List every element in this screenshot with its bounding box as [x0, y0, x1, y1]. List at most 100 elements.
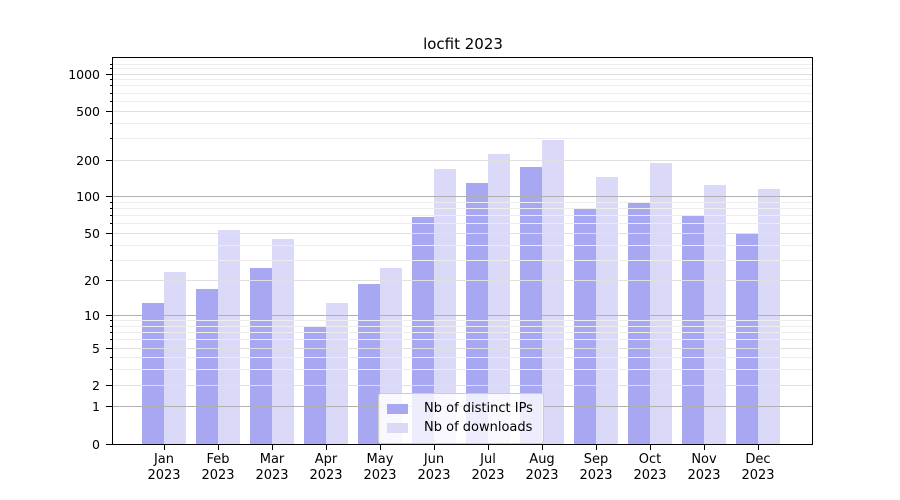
x-tick-label-year: 2023 — [255, 468, 289, 483]
legend-swatch-downloads — [387, 422, 408, 433]
x-tick-label-month: Jul — [480, 452, 496, 467]
y-minor-tick-600 — [110, 100, 113, 102]
y-tick-10 — [106, 315, 113, 317]
x-tick-label-year: 2023 — [363, 468, 397, 483]
x-tick-label-year: 2023 — [309, 468, 343, 483]
bar-distinct-ips-aug — [520, 167, 542, 444]
y-minor-tick-1100 — [110, 68, 113, 70]
gridline-1000 — [113, 73, 812, 75]
y-minor-tick-6 — [110, 339, 113, 341]
x-tick-label-mar: Mar 2023 — [240, 452, 304, 484]
x-tick-label-month: Nov — [691, 452, 717, 467]
y-tick-500 — [106, 110, 113, 112]
bar-downloads-apr — [326, 302, 348, 444]
y-minor-tick-9 — [110, 320, 113, 322]
y-tick-label-2: 2 — [92, 377, 100, 393]
y-tick-label-50: 50 — [84, 225, 100, 241]
x-tick-nov — [703, 445, 705, 450]
y-tick-label-20: 20 — [84, 273, 100, 289]
bar-distinct-ips-oct — [628, 203, 650, 444]
y-tick-50 — [106, 232, 113, 234]
bar-downloads-sep — [596, 177, 618, 444]
x-tick-label-may: May 2023 — [348, 452, 412, 484]
gridline-500 — [113, 110, 812, 112]
gridline-40 — [113, 244, 812, 246]
bar-distinct-ips-feb — [196, 289, 218, 444]
x-tick-label-year: 2023 — [633, 468, 667, 483]
bar-distinct-ips-jun — [412, 217, 434, 444]
gridline-400 — [113, 122, 812, 124]
gridline-20 — [113, 280, 812, 282]
y-minor-tick-3 — [110, 369, 113, 371]
x-tick-label-jan: Jan 2023 — [132, 452, 196, 484]
bar-downloads-jun — [434, 168, 456, 444]
x-tick-label-oct: Oct 2023 — [618, 452, 682, 484]
gridline-3 — [113, 369, 812, 371]
x-tick-label-aug: Aug 2023 — [510, 452, 574, 484]
x-tick-label-month: Apr — [314, 452, 338, 467]
x-tick-may — [379, 445, 381, 450]
x-tick-label-month: Feb — [206, 452, 230, 467]
bar-distinct-ips-may — [358, 283, 380, 444]
y-tick-1000 — [106, 73, 113, 75]
y-tick-1 — [106, 406, 113, 408]
y-tick-2 — [106, 384, 113, 386]
bar-distinct-ips-jan — [142, 302, 164, 444]
legend-entry-downloads: Nb of downloads — [387, 418, 533, 437]
y-tick-label-10: 10 — [84, 308, 100, 324]
bar-downloads-jul — [488, 153, 510, 444]
x-tick-label-year: 2023 — [579, 468, 613, 483]
chart-title: locfit 2023 — [423, 35, 503, 53]
x-tick-jan — [163, 445, 165, 450]
bar-distinct-ips-dec — [736, 233, 758, 444]
gridline-5 — [113, 347, 812, 349]
gridline-60 — [113, 223, 812, 225]
y-tick-200 — [106, 159, 113, 161]
gridline-1100 — [113, 68, 812, 70]
gridline-4 — [113, 357, 812, 359]
bar-downloads-nov — [704, 184, 726, 444]
gridline-600 — [113, 100, 812, 102]
bar-downloads-feb — [218, 230, 240, 444]
bar-downloads-aug — [542, 140, 564, 444]
y-tick-0 — [106, 443, 113, 445]
y-minor-tick-4 — [110, 357, 113, 359]
gridline-100 — [113, 196, 812, 198]
y-tick-label-200: 200 — [76, 152, 100, 168]
bar-distinct-ips-nov — [682, 215, 704, 444]
y-minor-tick-1200 — [110, 63, 113, 65]
y-tick-100 — [106, 196, 113, 198]
x-tick-label-year: 2023 — [417, 468, 451, 483]
x-tick-label-jul: Jul 2023 — [456, 452, 520, 484]
bar-downloads-dec — [758, 189, 780, 444]
gridline-70 — [113, 215, 812, 217]
gridline-10 — [113, 315, 812, 317]
gridline-50 — [113, 232, 812, 234]
y-tick-label-500: 500 — [76, 103, 100, 119]
bar-distinct-ips-mar — [250, 267, 272, 444]
y-minor-tick-40 — [110, 244, 113, 246]
x-tick-label-year: 2023 — [525, 468, 559, 483]
y-minor-tick-7 — [110, 332, 113, 334]
x-tick-label-apr: Apr 2023 — [294, 452, 358, 484]
x-tick-label-month: May — [366, 452, 394, 467]
y-minor-tick-300 — [110, 137, 113, 139]
y-minor-tick-30 — [110, 259, 113, 261]
x-tick-label-month: Sep — [583, 452, 609, 467]
y-tick-label-0: 0 — [92, 436, 100, 452]
y-minor-tick-8 — [110, 325, 113, 327]
bar-distinct-ips-jul — [466, 182, 488, 444]
x-tick-jul — [487, 445, 489, 450]
y-minor-tick-60 — [110, 223, 113, 225]
x-tick-label-feb: Feb 2023 — [186, 452, 250, 484]
gridline-2 — [113, 384, 812, 386]
legend-swatch-distinct-ips — [387, 403, 408, 414]
gridline-1200 — [113, 63, 812, 65]
x-tick-apr — [325, 445, 327, 450]
y-minor-tick-80 — [110, 208, 113, 210]
gridline-90 — [113, 201, 812, 203]
x-tick-oct — [649, 445, 651, 450]
y-minor-tick-400 — [110, 122, 113, 124]
x-tick-label-year: 2023 — [201, 468, 235, 483]
